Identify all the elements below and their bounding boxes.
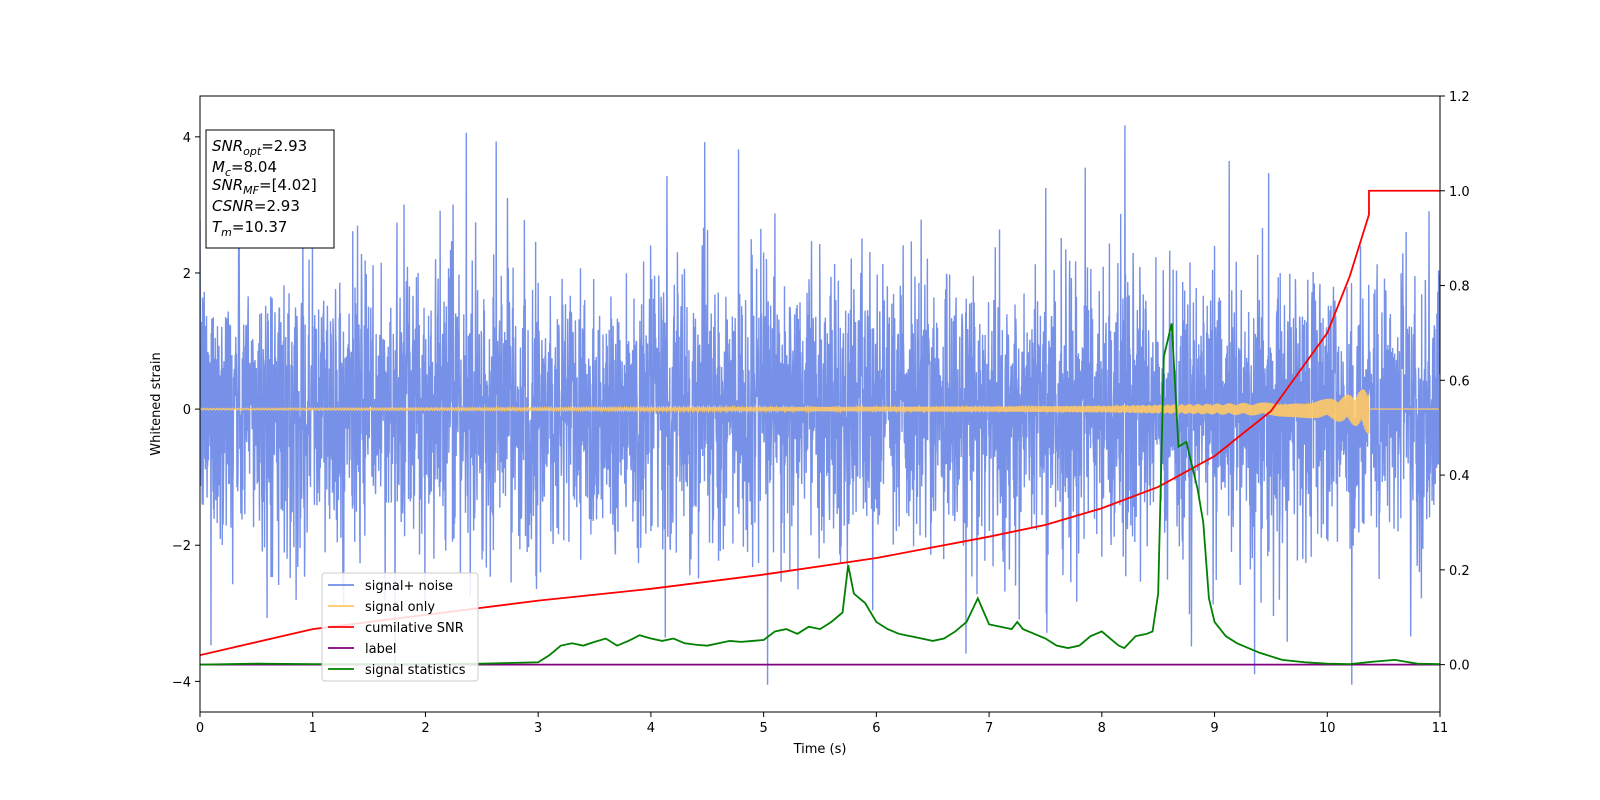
series-signal-noise-line: [200, 125, 1440, 685]
x-tick-label: 9: [1210, 721, 1218, 736]
legend-label: signal only: [365, 600, 435, 615]
info-line: Tm=10.37: [212, 218, 287, 239]
y-axis-label: Whitened strain: [149, 352, 164, 455]
series-signal-statistics-line: [200, 323, 1440, 666]
info-line: Mc=8.04: [212, 158, 277, 179]
x-tick-label: 0: [196, 721, 204, 736]
y-right-tick-label: 0.0: [1449, 659, 1470, 674]
x-tick-label: 10: [1319, 721, 1336, 736]
y-left-tick-label: −4: [172, 675, 191, 690]
y-right-tick-label: 0.4: [1449, 469, 1470, 484]
x-tick-label: 8: [1098, 721, 1106, 736]
x-tick-label: 3: [534, 721, 542, 736]
series-signal-only-line: [200, 389, 1440, 435]
y-right-tick-label: 0.2: [1449, 564, 1470, 579]
legend-frame: [321, 572, 479, 682]
legend-label: cumilative SNR: [365, 621, 464, 636]
info-line: SNRMF=[4.02]: [212, 176, 317, 197]
series-cumilative-snr-line: [200, 189, 1440, 657]
x-tick-label: 6: [872, 721, 880, 736]
x-tick-label: 7: [985, 721, 993, 736]
y-right-tick-label: 0.6: [1449, 374, 1470, 389]
legend-label: signal statistics: [365, 663, 466, 678]
info-box-frame: [205, 129, 335, 249]
legend-label: label: [365, 642, 396, 657]
info-line: SNRopt=2.93: [212, 137, 307, 158]
legend: signal+ noise signal only cumilative SNR la…: [321, 572, 479, 682]
info-line: CSNR=2.93: [212, 197, 300, 215]
x-tick-label: 1: [309, 721, 317, 736]
y-left-tick-label: 4: [183, 131, 191, 146]
y-right-tick-label: 1.2: [1449, 90, 1470, 105]
y-right-tick-label: 0.8: [1449, 280, 1470, 295]
ticks-layer: 0 1 2 3 4 5 6 7 8 9 10 11 4 2 0 −2 −4 1.2 1.0 0.8 0.6 0.4 0.2 0…: [172, 90, 1470, 736]
y-right-tick-label: 1.0: [1449, 185, 1470, 200]
legend-label: signal+ noise: [365, 579, 453, 594]
plot-frame: [199, 95, 1441, 713]
x-tick-label: 4: [647, 721, 655, 736]
y-left-tick-label: −2: [172, 539, 191, 554]
y-left-tick-label: 0: [183, 403, 191, 418]
x-axis-label: Time (s): [793, 742, 847, 757]
x-tick-label: 5: [759, 721, 767, 736]
x-tick-label: 2: [421, 721, 429, 736]
x-tick-label: 11: [1432, 721, 1449, 736]
y-left-tick-label: 2: [183, 267, 191, 282]
